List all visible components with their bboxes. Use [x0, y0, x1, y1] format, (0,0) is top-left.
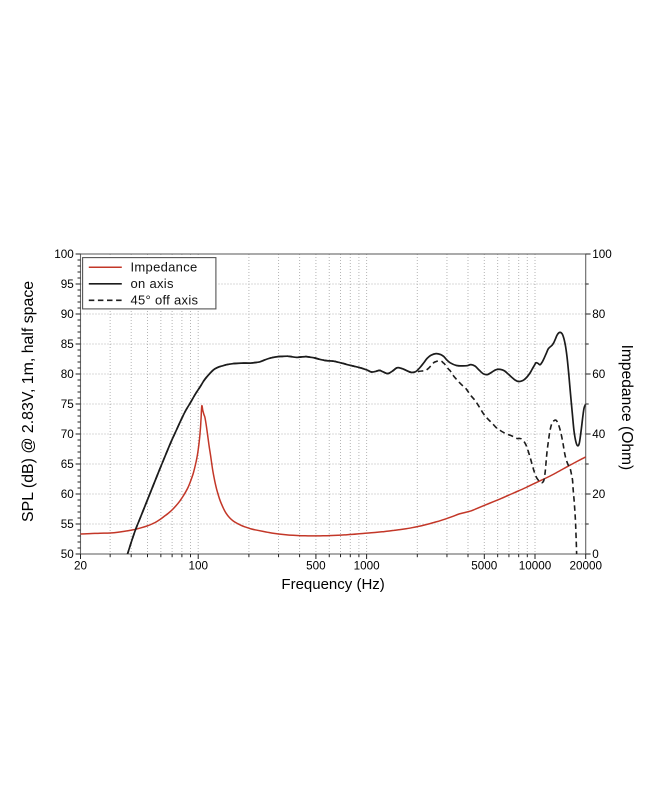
- svg-text:90: 90: [61, 308, 75, 321]
- svg-text:40: 40: [592, 428, 606, 441]
- svg-text:1000: 1000: [354, 559, 381, 572]
- svg-text:80: 80: [61, 368, 75, 381]
- svg-text:55: 55: [61, 518, 75, 531]
- svg-text:65: 65: [61, 458, 75, 471]
- svg-text:60: 60: [61, 488, 75, 501]
- svg-text:on axis: on axis: [131, 276, 174, 291]
- svg-text:100: 100: [54, 248, 74, 261]
- svg-text:85: 85: [61, 338, 75, 351]
- svg-text:20: 20: [74, 559, 88, 572]
- svg-text:5000: 5000: [471, 559, 498, 572]
- svg-text:70: 70: [61, 428, 75, 441]
- svg-text:500: 500: [306, 559, 326, 572]
- svg-text:Impedance: Impedance: [131, 260, 198, 275]
- svg-text:80: 80: [592, 308, 606, 321]
- svg-text:95: 95: [61, 278, 75, 291]
- svg-text:60: 60: [592, 368, 606, 381]
- svg-text:20000: 20000: [569, 559, 602, 572]
- svg-text:75: 75: [61, 398, 75, 411]
- svg-text:Impedance (Ohm): Impedance (Ohm): [618, 345, 635, 471]
- svg-text:100: 100: [592, 248, 612, 261]
- svg-text:50: 50: [61, 548, 75, 561]
- svg-text:10000: 10000: [519, 559, 552, 572]
- svg-text:20: 20: [592, 488, 606, 501]
- svg-text:Frequency (Hz): Frequency (Hz): [281, 576, 384, 593]
- svg-text:0: 0: [592, 548, 599, 561]
- svg-text:45° off axis: 45° off axis: [131, 293, 199, 308]
- svg-text:SPL (dB) @ 2.83V, 1m, half spa: SPL (dB) @ 2.83V, 1m, half space: [20, 281, 37, 522]
- svg-text:100: 100: [188, 559, 208, 572]
